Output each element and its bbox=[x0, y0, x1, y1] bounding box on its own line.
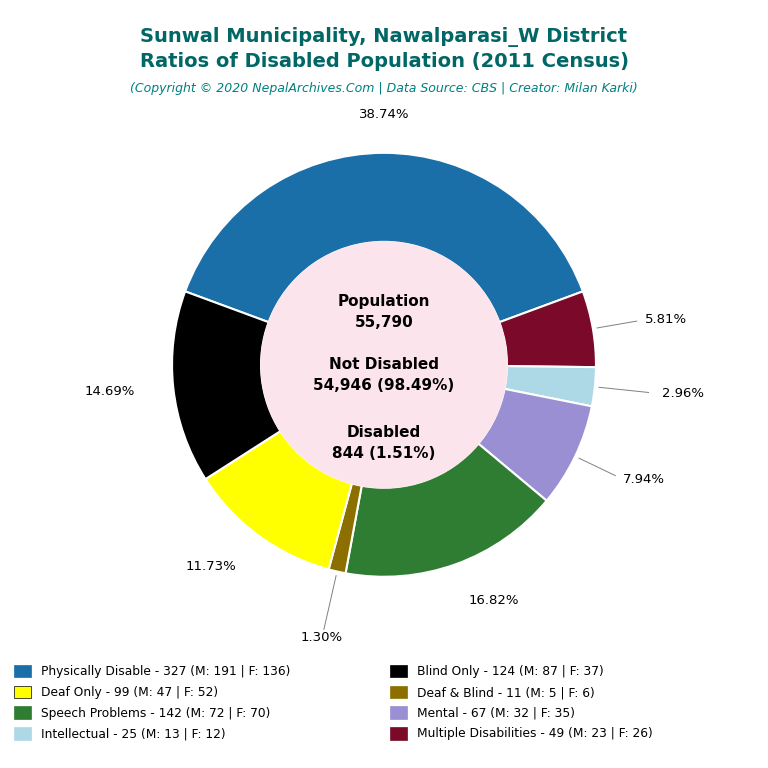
Wedge shape bbox=[185, 153, 583, 323]
Text: 7.94%: 7.94% bbox=[623, 473, 665, 485]
Wedge shape bbox=[346, 444, 547, 577]
Circle shape bbox=[261, 242, 507, 488]
Wedge shape bbox=[206, 431, 352, 569]
Text: 1.30%: 1.30% bbox=[301, 631, 343, 644]
Text: (Copyright © 2020 NepalArchives.Com | Data Source: CBS | Creator: Milan Karki): (Copyright © 2020 NepalArchives.Com | Da… bbox=[130, 82, 638, 95]
Text: Disabled
844 (1.51%): Disabled 844 (1.51%) bbox=[333, 425, 435, 462]
Text: 38.74%: 38.74% bbox=[359, 108, 409, 121]
Text: 5.81%: 5.81% bbox=[645, 313, 687, 326]
Text: 16.82%: 16.82% bbox=[469, 594, 519, 607]
Text: Population
55,790: Population 55,790 bbox=[338, 294, 430, 329]
Wedge shape bbox=[478, 389, 592, 501]
Wedge shape bbox=[172, 291, 280, 479]
Text: Not Disabled
54,946 (98.49%): Not Disabled 54,946 (98.49%) bbox=[313, 357, 455, 393]
Text: Sunwal Municipality, Nawalparasi_W District
Ratios of Disabled Population (2011 : Sunwal Municipality, Nawalparasi_W Distr… bbox=[140, 27, 628, 71]
Wedge shape bbox=[329, 484, 362, 573]
Text: 11.73%: 11.73% bbox=[185, 560, 236, 573]
Wedge shape bbox=[505, 366, 596, 406]
Text: 2.96%: 2.96% bbox=[662, 387, 704, 400]
Wedge shape bbox=[499, 291, 596, 367]
Text: 14.69%: 14.69% bbox=[85, 386, 135, 399]
Legend: Blind Only - 124 (M: 87 | F: 37), Deaf & Blind - 11 (M: 5 | F: 6), Mental - 67 (: Blind Only - 124 (M: 87 | F: 37), Deaf &… bbox=[390, 665, 653, 740]
